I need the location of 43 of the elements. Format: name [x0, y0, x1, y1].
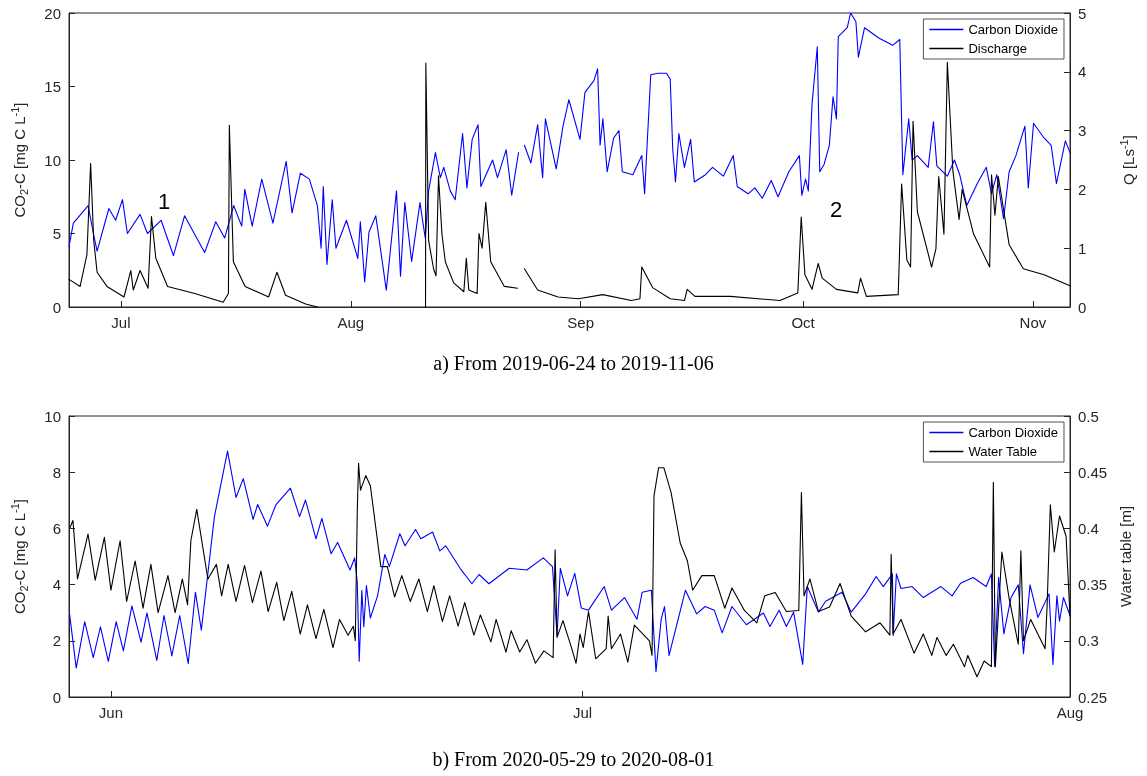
y-tick-label: 2	[52, 632, 61, 650]
y2-tick-label: 0.4	[1078, 519, 1099, 537]
x-tick-label: Aug	[337, 314, 365, 331]
x-tick-label: Sep	[567, 314, 594, 331]
y2-tick-label: 2	[1078, 180, 1087, 198]
y2-tick-label: 3	[1078, 122, 1087, 140]
y-tick-label: 0	[52, 298, 61, 316]
y2-tick-label: 4	[1078, 63, 1087, 81]
y-tick-label: 8	[52, 463, 61, 481]
y-axis-title: CO2-C [mg C L-1]	[8, 102, 30, 218]
x-tick-label: Jul	[573, 704, 593, 721]
y-tick-label: 0	[52, 688, 61, 706]
legend-label: Carbon Dioxide	[968, 22, 1059, 37]
x-tick-label: Nov	[1019, 314, 1047, 331]
text: b) From 2020-05-29 to 2020-08-01	[432, 748, 715, 771]
x-tick-label: Aug	[1056, 704, 1084, 721]
x-tick-label: Jun	[98, 704, 124, 721]
y-tick-label: 20	[44, 4, 61, 22]
y-tick-label: 4	[52, 576, 61, 594]
legend-label: Discharge	[968, 41, 1027, 56]
legend-label: Carbon Dioxide	[968, 425, 1059, 440]
annotation: 1	[158, 188, 171, 214]
y2-axis-title: Water table [m]	[1117, 505, 1135, 608]
y2-tick-label: 1	[1078, 239, 1087, 257]
y2-tick-label: 0.45	[1078, 463, 1108, 481]
y-tick-label: 10	[44, 407, 61, 425]
y-tick-label: 10	[44, 151, 61, 169]
y-axis-title: CO2-C [mg C L-1]	[8, 498, 30, 615]
y2-tick-label: 0.5	[1078, 407, 1099, 425]
annotation: 2	[830, 196, 843, 222]
y2-tick-label: 5	[1078, 4, 1087, 22]
y-tick-label: 15	[44, 78, 61, 95]
y2-tick-label: 0.35	[1078, 576, 1108, 594]
x-tick-label: Jul	[111, 314, 131, 331]
y2-tick-label: 0.3	[1078, 632, 1099, 650]
y2-tick-label: 0.25	[1078, 688, 1108, 706]
text: a) From 2019-06-24 to 2019-11-06	[433, 352, 714, 375]
y-tick-label: 6	[52, 519, 61, 537]
y-tick-label: 5	[52, 225, 61, 242]
y2-axis-title: Q [Ls-1]	[1117, 135, 1137, 185]
x-tick-label: Oct	[791, 314, 816, 331]
y2-tick-label: 0	[1078, 298, 1087, 316]
legend-label: Water Table	[968, 444, 1038, 459]
